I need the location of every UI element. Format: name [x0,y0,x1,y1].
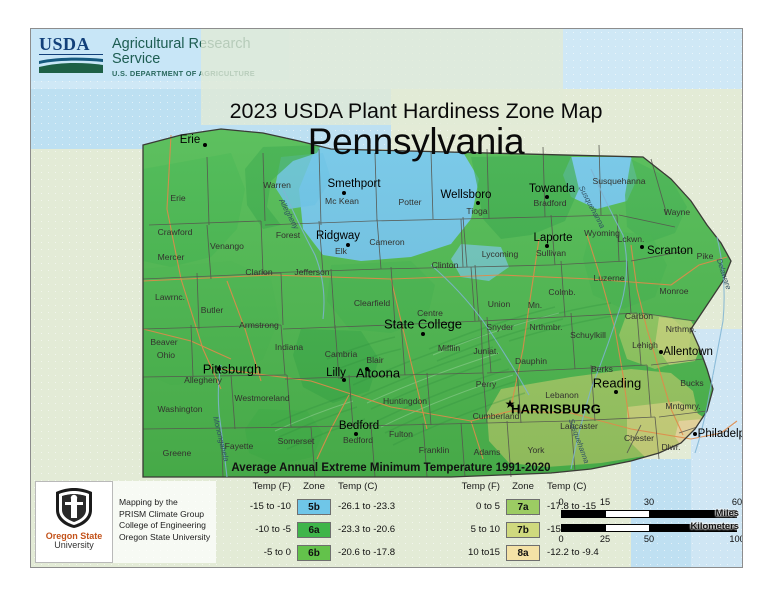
city-marker-dot [342,378,346,382]
legend-header-temp-f: Temp (F) [252,481,291,492]
legend-row-7a: 0 to 5 7a -17.8 to -15 [440,495,631,518]
city-marker-dot [545,195,549,199]
city-marker-dot [640,245,644,249]
legend-temp-c-5b: -26.1 to -23.3 [338,501,396,512]
oregon-state-logo: Oregon State University [35,481,113,563]
legend-row-8a: 10 to15 8a -12.2 to -9.4 [440,541,631,564]
legend-temp-f-5b: -15 to -10 [249,501,291,512]
scale-tick: 100 [729,534,742,544]
scale-miles-label: Miles [715,507,739,518]
osu-name-top: Oregon State [45,531,103,541]
legend-row-5b: -15 to -10 5b -26.1 to -23.3 [231,495,422,518]
legend-table: Temp (F) Zone Temp (C) -15 to -10 5b -26.1… [231,481,631,564]
legend-zone-swatch-6b: 6b [297,544,331,561]
legend-temp-f-7b: 5 to 10 [470,524,500,535]
legend-temp-c-7a: -17.8 to -15 [547,501,597,512]
city-marker-dot [476,201,480,205]
legend-header-zone: Zone [303,481,325,492]
scale-tick: 25 [599,534,611,544]
legend-temp-f-8a: 10 to15 [467,547,500,558]
credit-line-1: PRISM Climate Group [119,508,205,519]
legend-header-temp-c: Temp (C) [338,481,378,492]
credit-line-3: Oregon State University [119,532,211,543]
city-marker-dot [217,367,221,371]
legend-header-temp-c-2: Temp (C) [547,481,587,492]
usda-logo-mark: USDA [39,35,103,78]
attribution-block: Oregon State University Mapping by the PR… [35,481,217,563]
legend-temp-c-6b: -20.6 to -17.8 [338,547,396,558]
city-marker-dot [342,191,346,195]
scale-tick: 15 [599,497,611,507]
ars-subtitle: U.S. DEPARTMENT OF AGRICULTURE [112,69,255,79]
legend-zone-swatch-8a: 8a [506,544,540,561]
legend-header-zone-2: Zone [512,481,534,492]
scale-km-label: Kilometers [690,520,739,531]
city-marker-dot [659,350,663,354]
legend-header-row-right: Temp (F) Zone Temp (C) [440,481,631,492]
legend-row-6b: -5 to 0 6b -20.6 to -17.8 [231,541,422,564]
pennsylvania-zone-layer [31,29,742,567]
title-backdrop [201,29,563,125]
legend-zone-swatch-5b: 5b [297,498,331,515]
city-marker-dot [693,432,697,436]
city-marker-dot [365,367,369,371]
beaver-shield-icon [56,488,92,528]
scale-km-ticks: 0 25 50 100 [558,534,742,546]
legend-temp-f-6a: -10 to -5 [255,524,291,535]
scale-km-bar [561,524,737,532]
credit-line-2: College of Engineering [119,520,206,531]
map-frame: Erie Crawford Warren Mc Kean Potter Tioga Brad… [30,28,743,568]
legend-group-left: Temp (F) Zone Temp (C) -15 to -10 5b -26.1… [231,481,422,564]
legend-row-6a: -10 to -5 6a -23.3 to -20.6 [231,518,422,541]
city-marker-dot [354,432,358,436]
legend-zone-swatch-7a: 7a [506,498,540,515]
city-marker-dot [421,332,425,336]
scale-tick: 60 [731,497,743,507]
usda-swoosh-icon [39,57,103,73]
legend-header-temp-f-2: Temp (F) [461,481,500,492]
legend-temp-c-8a: -12.2 to -9.4 [547,547,599,558]
legend-title: Average Annual Extreme Minimum Temperatu… [231,462,551,474]
legend-zone-swatch-6a: 6a [297,521,331,538]
scale-tick: 30 [643,497,655,507]
legend-header-row-left: Temp (F) Zone Temp (C) [231,481,422,492]
legend-zone-swatch-7b: 7b [506,521,540,538]
map-title-state: Pennsylvania [307,121,525,162]
legend-temp-f-7a: 0 to 5 [475,501,500,512]
city-marker-dot [203,143,207,147]
usda-wordmark: USDA [39,35,103,55]
state-capital-star-icon: ★ [504,397,516,411]
map-title-line1: 2023 USDA Plant Hardiness Zone Map [229,99,603,123]
legend-temp-c-6a: -23.3 to -20.6 [338,524,396,535]
scale-miles-ticks: 0 15 30 60 [558,497,742,509]
osu-name-bottom: University [54,540,94,551]
legend-temp-f-6b: -5 to 0 [263,547,291,558]
scale-miles-bar [561,510,737,518]
scale-bar: 0 15 30 60 Miles Kilometers 0 25 50 100 [558,497,742,546]
scale-tick: 50 [643,534,655,544]
credit-text: Mapping by the PRISM Climate Group College… [113,481,217,563]
scale-tick: 0 [558,534,564,544]
city-marker-dot [346,243,350,247]
city-marker-dot [545,244,549,248]
credit-line-0: Mapping by the [119,497,178,507]
scale-tick: 0 [558,497,564,507]
city-marker-dot [614,390,618,394]
